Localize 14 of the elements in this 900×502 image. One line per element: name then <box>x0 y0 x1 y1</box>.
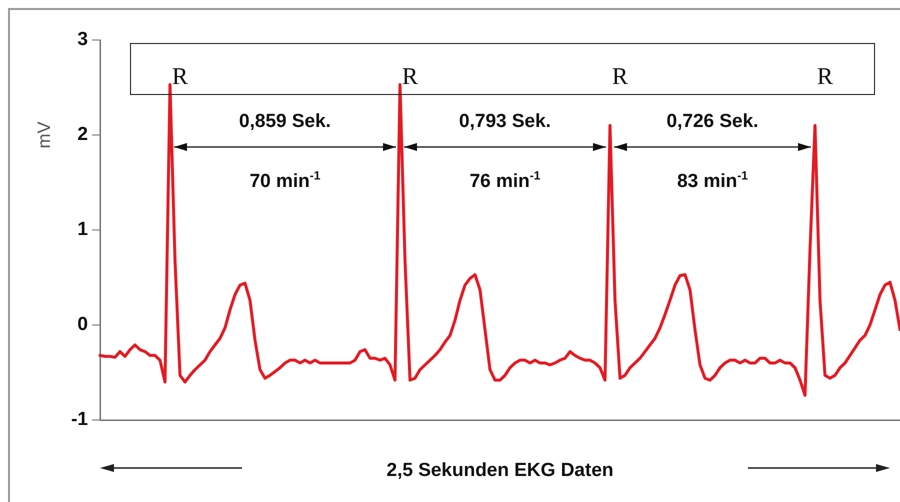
annotation: R <box>172 64 188 90</box>
y-tick-label: 2 <box>77 124 88 146</box>
annotation: R <box>816 64 834 90</box>
annotation: 0,793 Sek. <box>459 111 551 132</box>
annotation: R <box>402 64 418 90</box>
y-tick-label: 1 <box>77 219 88 240</box>
x-axis-title: 2,5 Sekunden EKG Daten <box>386 460 614 481</box>
annotation: R <box>612 64 628 90</box>
y-axis-title: mV <box>34 122 54 148</box>
y-tick-label: 3 <box>77 29 88 50</box>
annotation: 0,726 Sek. <box>666 111 758 132</box>
y-tick-label: 0 <box>77 314 88 336</box>
annotation: 0,859 Sek. <box>239 111 331 132</box>
y-tick-label: -1 <box>71 409 88 430</box>
